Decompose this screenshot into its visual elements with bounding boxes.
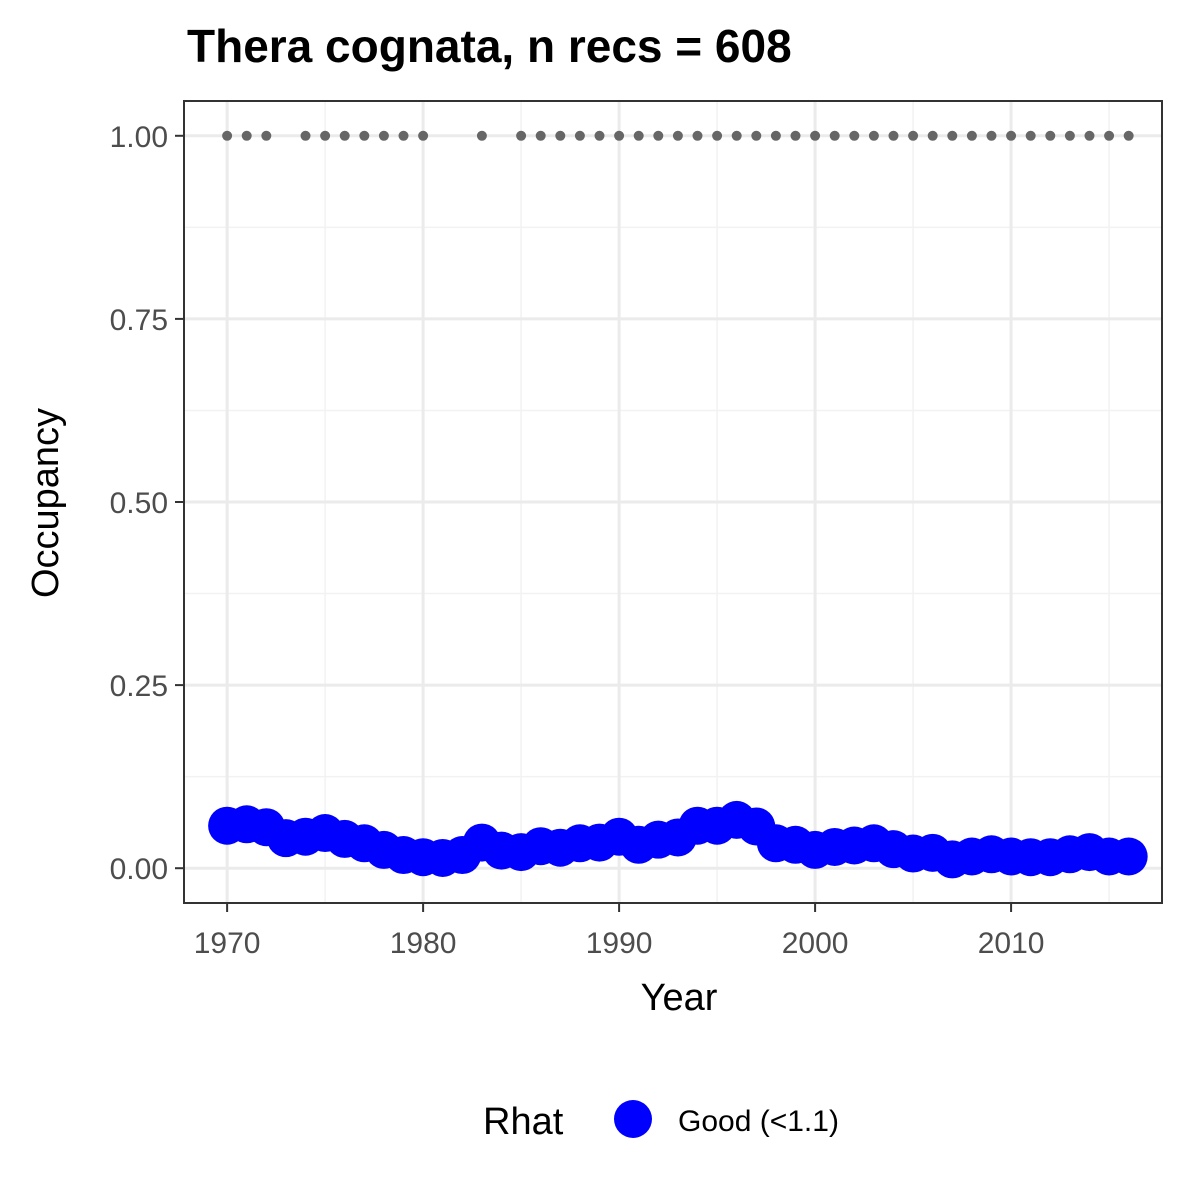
record-points <box>222 130 1134 141</box>
record-point <box>751 130 762 141</box>
record-point <box>614 130 625 141</box>
record-point <box>241 130 252 141</box>
record-point <box>555 130 566 141</box>
y-axis: 0.00 0.25 0.50 0.75 1.00 <box>110 121 184 886</box>
x-axis: 1970 1980 1990 2000 2010 <box>194 903 1045 960</box>
record-point <box>535 130 546 141</box>
y-tick-label: 0.25 <box>110 670 168 703</box>
x-tick-label: 2000 <box>782 927 849 960</box>
record-point <box>476 130 487 141</box>
record-point <box>1045 130 1056 141</box>
record-point <box>810 130 821 141</box>
record-point <box>712 130 723 141</box>
record-point <box>1006 130 1017 141</box>
record-point <box>986 130 997 141</box>
y-tick-label: 1.00 <box>110 121 168 154</box>
record-point <box>692 130 703 141</box>
x-tick-label: 1980 <box>390 927 457 960</box>
record-point <box>1084 130 1095 141</box>
record-point <box>888 130 899 141</box>
record-point <box>672 130 683 141</box>
legend-title: Rhat <box>483 1101 564 1143</box>
record-point <box>261 130 272 141</box>
record-point <box>790 130 801 141</box>
record-point <box>868 130 879 141</box>
record-point <box>966 130 977 141</box>
legend-label-good: Good (<1.1) <box>678 1105 839 1138</box>
record-point <box>849 130 860 141</box>
record-point <box>829 130 840 141</box>
record-point <box>731 130 742 141</box>
y-tick-label: 0.00 <box>110 853 168 886</box>
grid <box>184 101 1162 903</box>
x-axis-title: Year <box>641 977 718 1019</box>
record-point <box>947 130 958 141</box>
record-point <box>359 130 370 141</box>
record-point <box>1104 130 1115 141</box>
record-point <box>300 130 311 141</box>
y-tick-label: 0.50 <box>110 487 168 520</box>
legend: Rhat Good (<1.1) <box>483 1100 839 1143</box>
x-tick-label: 1970 <box>194 927 261 960</box>
occupancy-points <box>208 800 1148 879</box>
x-tick-label: 1990 <box>586 927 653 960</box>
record-point <box>908 130 919 141</box>
record-point <box>398 130 409 141</box>
record-point <box>378 130 389 141</box>
occupancy-point <box>1109 837 1148 876</box>
record-point <box>320 130 331 141</box>
x-tick-label: 2010 <box>978 927 1045 960</box>
y-tick-label: 0.75 <box>110 304 168 337</box>
record-point <box>653 130 664 141</box>
record-point <box>1064 130 1075 141</box>
legend-key-good <box>614 1100 652 1138</box>
record-point <box>339 130 350 141</box>
record-point <box>594 130 605 141</box>
record-point <box>418 130 429 141</box>
y-axis-title: Occupancy <box>25 408 67 598</box>
record-point <box>222 130 233 141</box>
chart-title: Thera cognata, n recs = 608 <box>187 20 792 72</box>
record-point <box>1025 130 1036 141</box>
record-point <box>770 130 781 141</box>
record-point <box>1123 130 1134 141</box>
record-point <box>927 130 938 141</box>
record-point <box>516 130 527 141</box>
record-point <box>633 130 644 141</box>
record-point <box>574 130 585 141</box>
